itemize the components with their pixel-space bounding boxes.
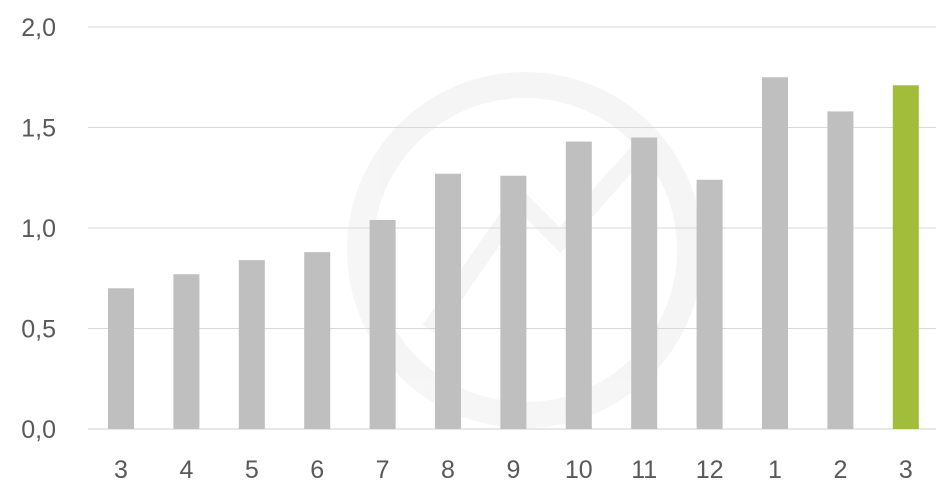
- x-tick-label: 1: [768, 456, 782, 484]
- y-tick-label: 1,5: [21, 115, 56, 143]
- x-tick-label: 3: [114, 456, 128, 484]
- x-tick-label: 9: [506, 456, 520, 484]
- x-tick-label: 4: [179, 456, 193, 484]
- y-tick-label: 0,0: [21, 416, 56, 444]
- y-tick-label: 0,5: [21, 316, 56, 344]
- bars: [108, 77, 919, 430]
- bar: [238, 260, 265, 429]
- bar: [631, 137, 658, 430]
- x-tick-label: 12: [696, 456, 724, 484]
- bar: [173, 274, 200, 429]
- bar-highlight: [892, 85, 919, 429]
- x-tick-label: 6: [310, 456, 324, 484]
- x-tick-label: 7: [376, 456, 390, 484]
- bar: [696, 179, 723, 429]
- bar: [369, 219, 396, 429]
- bar: [827, 111, 854, 430]
- bar: [304, 252, 331, 429]
- x-tick-label: 2: [833, 456, 847, 484]
- y-tick-label: 2,0: [21, 14, 56, 42]
- bar: [500, 175, 527, 429]
- y-tick-label: 1,0: [21, 215, 56, 243]
- bar: [565, 141, 592, 429]
- y-axis: 0,0 0,5 1,0 1,5 2,0: [21, 14, 56, 444]
- x-tick-label: 10: [565, 456, 593, 484]
- x-tick-label: 5: [245, 456, 259, 484]
- x-tick-label: 8: [441, 456, 455, 484]
- x-axis: 3 4 5 6 7 8 9 10 11 12 1 2 3: [114, 456, 913, 484]
- x-tick-label: 11: [631, 456, 657, 484]
- bar: [762, 77, 788, 429]
- bar: [108, 288, 134, 429]
- x-tick-label: 3: [899, 456, 913, 484]
- bar: [435, 173, 461, 429]
